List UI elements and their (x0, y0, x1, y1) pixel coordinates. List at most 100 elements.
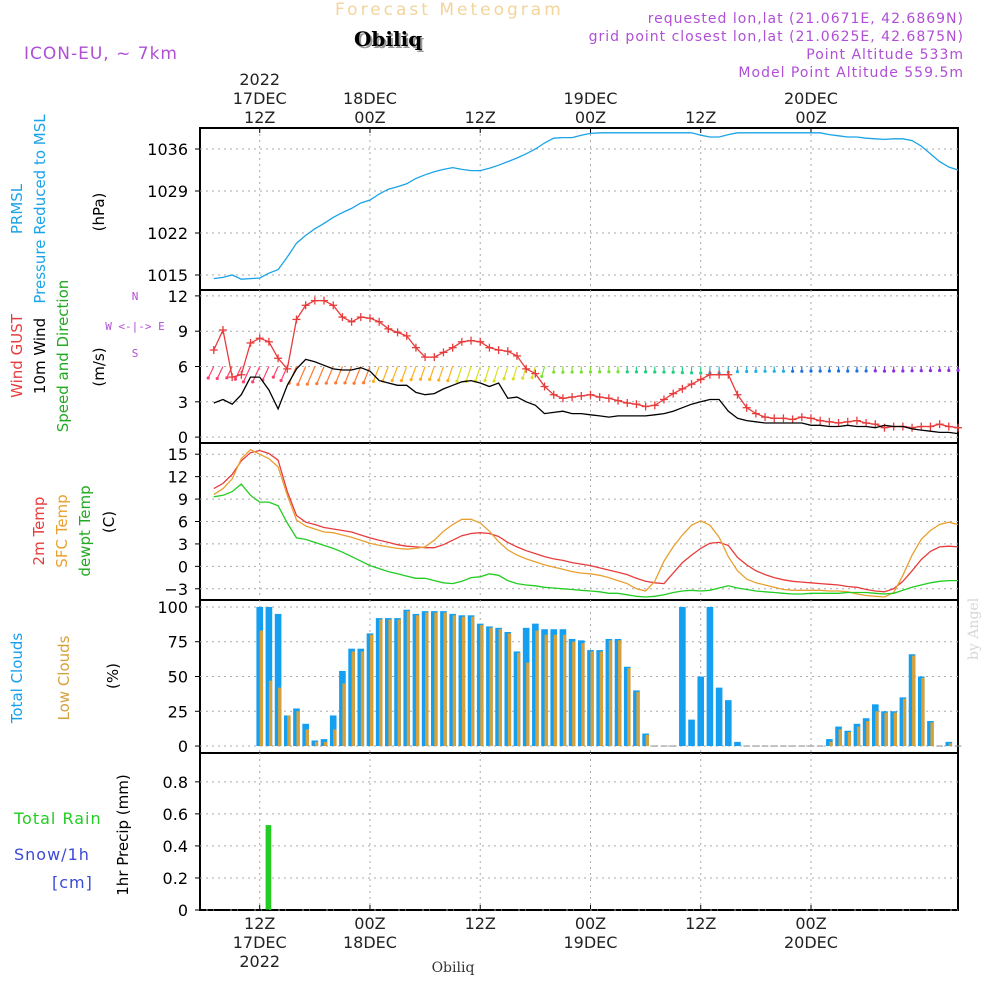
low-cloud-bar (645, 734, 649, 747)
wind-arrow-head (928, 368, 933, 373)
time-label: 12Z (685, 914, 716, 933)
wind-arrow-head (390, 379, 394, 383)
wind-axis-label: Wind GUST (8, 313, 26, 398)
low-cloud-bar (921, 677, 925, 747)
wind-direction-arrow (372, 366, 380, 382)
wind-direction-arrow (391, 366, 399, 381)
low-cloud-bar (498, 629, 502, 747)
low-cloud-bar (599, 651, 603, 747)
low-cloud-bar (866, 721, 870, 747)
value-tick-label: 9 (178, 322, 188, 341)
wind-arrow-head (671, 370, 675, 374)
value-tick-label: 6 (178, 358, 188, 377)
meteogram-title: Forecast Meteogram (335, 0, 564, 20)
low-cloud-bar (471, 616, 475, 747)
wind-arrow-head (680, 370, 684, 375)
temperature-axis-label: SFC Temp (53, 494, 71, 567)
wind-arrow-head (634, 370, 639, 374)
wind-arrow-head (521, 376, 525, 380)
low-cloud-bar (379, 619, 383, 747)
wind-arrow-head (455, 379, 459, 383)
value-tick-label: 0 (178, 901, 188, 920)
wind-arrow-head (502, 377, 506, 381)
low-cloud-bar (425, 612, 429, 747)
total-cloud-bar (724, 700, 732, 747)
value-tick-label: 0 (178, 557, 188, 576)
wind-arrow-head (644, 370, 648, 374)
wind-arrow-head (206, 376, 210, 380)
low-cloud-bar (415, 615, 420, 747)
wind-arrow-head (343, 381, 347, 385)
low-cloud-bar (516, 652, 521, 747)
wind-direction-arrow (262, 366, 270, 381)
wind-arrow-head (511, 377, 515, 381)
wind-direction-arrow (226, 366, 233, 379)
wind-arrow-head (892, 369, 896, 373)
plot-layers: 1015 1022 1029 1036 PRMSL Pressure Reduced to… (8, 114, 962, 920)
wind-arrow-head (371, 379, 376, 383)
total-clouds-label: Total Clouds (8, 633, 26, 725)
wind-direction-arrow (325, 366, 334, 384)
wind-arrow-head (910, 369, 914, 373)
low-cloud-bar (636, 691, 640, 747)
low-cloud-bar (535, 630, 539, 747)
precip-axis-label: 1hr Precip (mm) (114, 774, 132, 895)
wind-arrow-head (653, 370, 657, 374)
value-tick-label: 100 (157, 598, 188, 617)
low-cloud-bar (314, 741, 319, 747)
wind-arrow-head (215, 376, 219, 381)
time-label: 20DEC (784, 933, 838, 952)
time-label: 00Z (354, 914, 385, 933)
total-cloud-bar (715, 687, 723, 747)
wind-arrow-head (428, 377, 432, 382)
wind-arrow-head (361, 381, 366, 385)
wind-arrow-head (754, 369, 758, 373)
value-tick-label: 12 (168, 468, 188, 487)
time-label: 12Z (465, 108, 496, 127)
total-cloud-bar (302, 723, 309, 747)
prmsl-line (213, 132, 959, 280)
wind-arrow-head (919, 369, 923, 373)
total-cloud-bar (394, 618, 401, 747)
wind-arrow-head (530, 376, 534, 380)
time-label: 12Z (244, 108, 275, 127)
wind-arrow-head (791, 369, 795, 373)
wind-arrow-head (540, 374, 544, 379)
low-cloud-bar (572, 641, 576, 747)
low-cloud-bar (829, 741, 833, 747)
low-cloud-bar (369, 634, 374, 747)
total-cloud-bar (348, 648, 355, 747)
wind-arrow-head (616, 370, 620, 374)
total-cloud-bar (486, 626, 493, 747)
total-cloud-bar (734, 741, 741, 747)
total-cloud-bar (633, 690, 640, 747)
total-cloud-bar (899, 697, 907, 747)
low-cloud-bar (902, 698, 907, 747)
total-cloud-bar (890, 711, 897, 747)
wind-arrow-head (882, 369, 887, 373)
compass-north: N (132, 290, 139, 303)
value-tick-label: 0.4 (163, 837, 188, 856)
total-cloud-bar (541, 629, 548, 747)
time-label: 00Z (795, 914, 826, 933)
wind-direction-arrow (316, 366, 325, 384)
wind-arrow-head (579, 370, 583, 374)
wind-arrow-head (437, 378, 441, 382)
wind-arrow-head (699, 371, 703, 375)
wind-direction-arrow (272, 366, 279, 378)
location-title: Obiliq (354, 27, 423, 51)
temperature-axis-label: 2m Temp (30, 497, 48, 566)
low-cloud-bar (259, 630, 264, 747)
low-cloud-bar (480, 625, 484, 747)
pressure-axis-label: PRMSL (8, 183, 26, 234)
compass-west-east: W <-|-> E (105, 320, 165, 333)
time-label: 00Z (795, 108, 826, 127)
wind-arrow-head (745, 369, 749, 374)
footer-location: Obiliq (432, 960, 475, 976)
wind-axis-label: 10m Wind (31, 318, 49, 394)
panel-frames (199, 127, 959, 911)
value-tick-label: −3 (164, 580, 188, 599)
pressure-axis-label: Pressure Reduced to MSL (31, 114, 49, 304)
